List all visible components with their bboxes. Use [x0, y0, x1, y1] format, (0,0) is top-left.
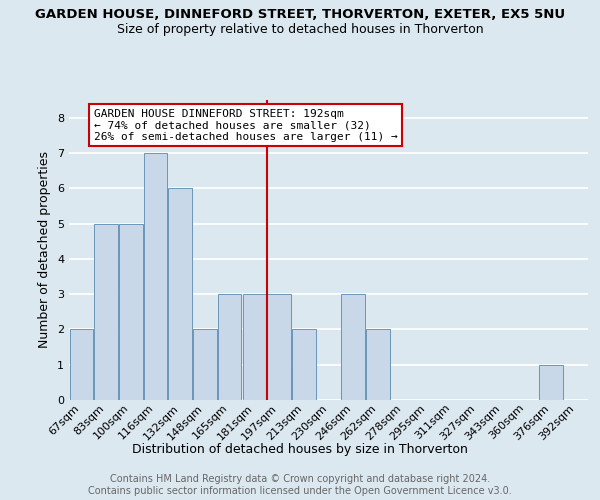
- Text: Contains HM Land Registry data © Crown copyright and database right 2024.: Contains HM Land Registry data © Crown c…: [110, 474, 490, 484]
- Bar: [144, 153, 167, 400]
- Y-axis label: Number of detached properties: Number of detached properties: [38, 152, 52, 348]
- Bar: [70, 330, 93, 400]
- Bar: [119, 224, 143, 400]
- Text: GARDEN HOUSE DINNEFORD STREET: 192sqm
← 74% of detached houses are smaller (32)
: GARDEN HOUSE DINNEFORD STREET: 192sqm ← …: [94, 109, 397, 142]
- Bar: [218, 294, 241, 400]
- Text: Contains public sector information licensed under the Open Government Licence v3: Contains public sector information licen…: [88, 486, 512, 496]
- Bar: [366, 330, 389, 400]
- Bar: [268, 294, 291, 400]
- Bar: [341, 294, 365, 400]
- Bar: [94, 224, 118, 400]
- Text: Distribution of detached houses by size in Thorverton: Distribution of detached houses by size …: [132, 442, 468, 456]
- Bar: [242, 294, 266, 400]
- Bar: [539, 364, 563, 400]
- Bar: [292, 330, 316, 400]
- Text: GARDEN HOUSE, DINNEFORD STREET, THORVERTON, EXETER, EX5 5NU: GARDEN HOUSE, DINNEFORD STREET, THORVERT…: [35, 8, 565, 20]
- Bar: [193, 330, 217, 400]
- Text: Size of property relative to detached houses in Thorverton: Size of property relative to detached ho…: [116, 22, 484, 36]
- Bar: [169, 188, 192, 400]
